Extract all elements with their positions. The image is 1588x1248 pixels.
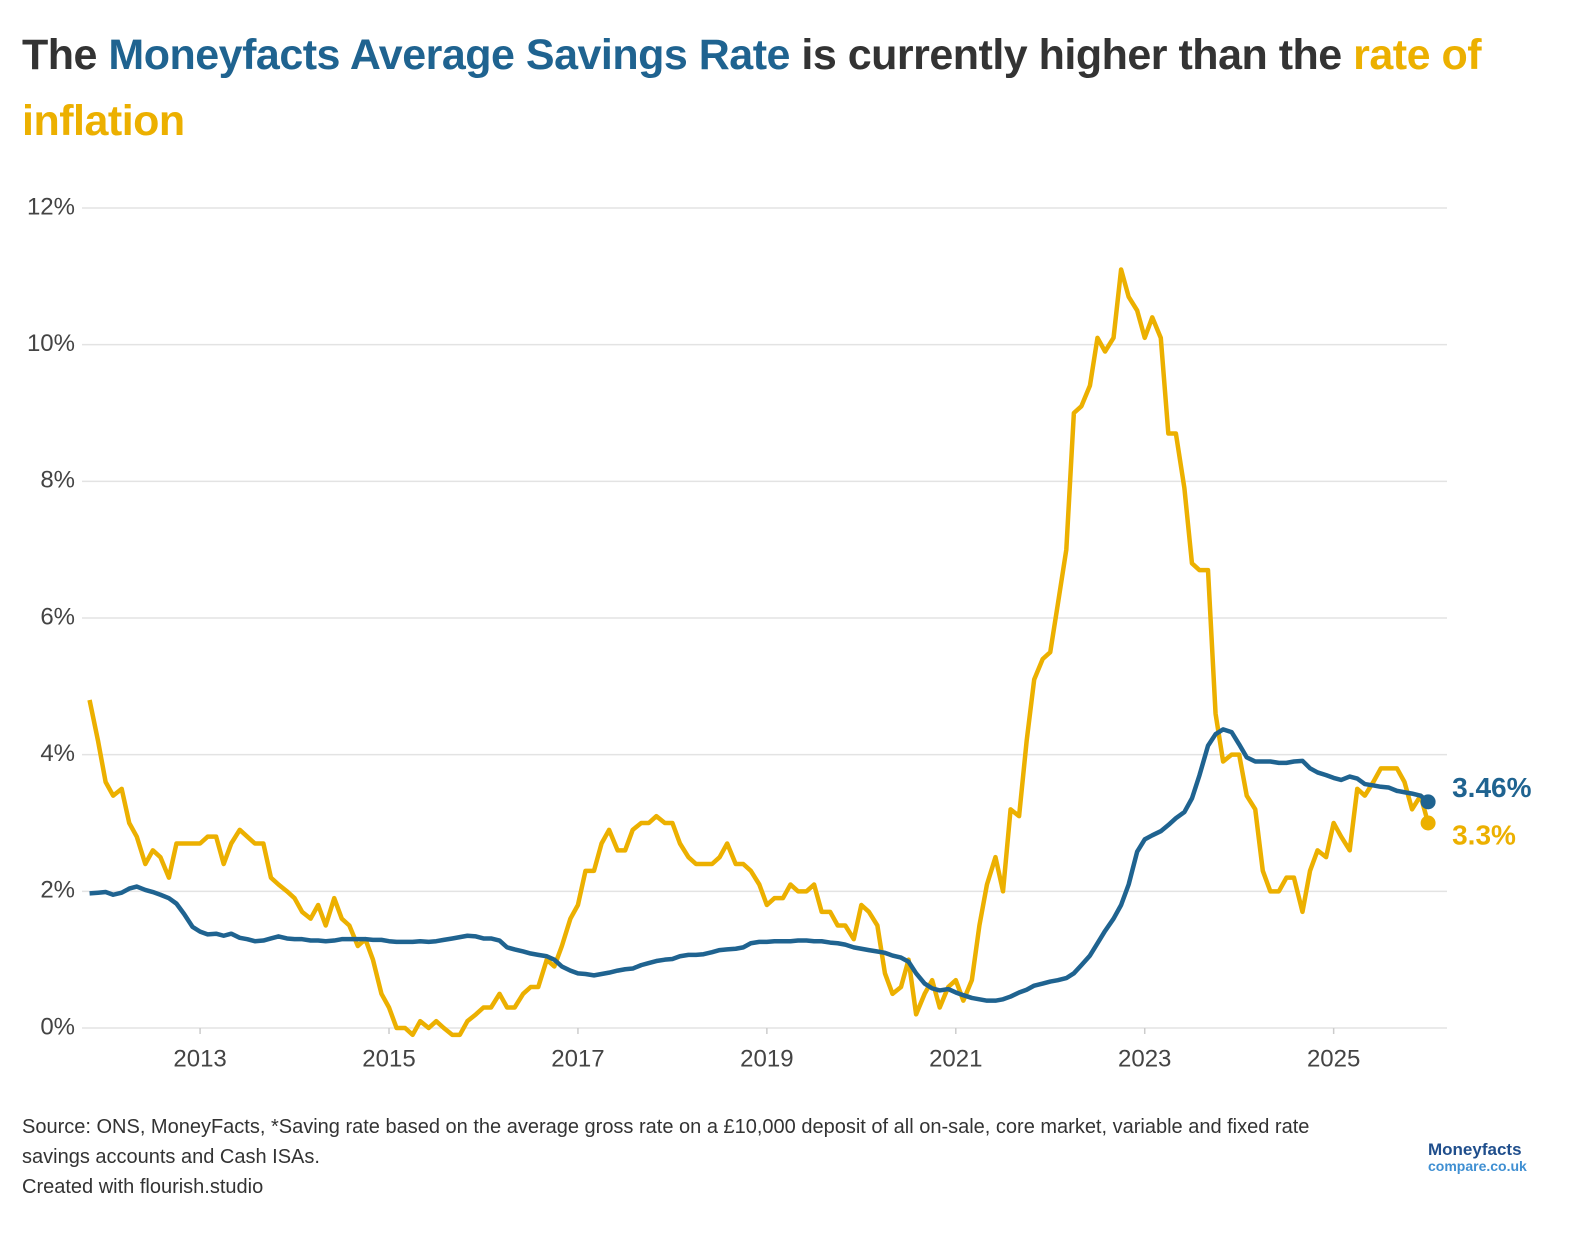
credit: Created with flourish.studio bbox=[22, 1176, 264, 1198]
y-tick-label: 0% bbox=[40, 1013, 75, 1040]
series-line bbox=[89, 727, 1430, 1003]
x-tick-label: 2019 bbox=[740, 1045, 793, 1072]
source: Source: ONS, MoneyFacts, *Saving rate ba… bbox=[22, 1116, 1310, 1168]
x-tick-label: 2021 bbox=[929, 1045, 982, 1072]
chart-title: The Moneyfacts Average Savings Rate is c… bbox=[22, 22, 1562, 154]
x-tick-label: 2023 bbox=[1118, 1045, 1171, 1072]
y-tick-label: 2% bbox=[40, 877, 75, 904]
title-segment: Moneyfacts Average Savings Rate bbox=[108, 31, 790, 79]
logo: Moneyfacts compare.co.uk bbox=[1428, 1140, 1527, 1174]
end-label: 3.46% bbox=[1452, 772, 1531, 803]
end-dot bbox=[1420, 815, 1436, 831]
y-tick-label: 8% bbox=[40, 467, 75, 494]
logo-text: Moneyfacts bbox=[1428, 1140, 1522, 1159]
y-tick-label: 6% bbox=[40, 603, 75, 630]
y-tick-label: 12% bbox=[27, 193, 75, 220]
x-tick-label: 2015 bbox=[362, 1045, 415, 1072]
y-tick-label: 4% bbox=[40, 740, 75, 767]
x-tick-label: 2025 bbox=[1307, 1045, 1360, 1072]
title-segment: rate of inflation bbox=[22, 31, 1482, 145]
y-tick-label: 10% bbox=[27, 330, 75, 357]
end-dot bbox=[1420, 794, 1436, 810]
x-tick-label: 2017 bbox=[551, 1045, 604, 1072]
title-segment: The bbox=[22, 31, 109, 79]
end-label: 3.3% bbox=[1452, 819, 1516, 850]
x-tick-label: 2013 bbox=[173, 1045, 226, 1072]
series-line bbox=[87, 267, 1431, 1038]
title-segment: is currently higher than the bbox=[789, 31, 1354, 79]
footer: Source: ONS, MoneyFacts, *Saving rate ba… bbox=[22, 1112, 1352, 1202]
logo-subtext: compare.co.uk bbox=[1428, 1158, 1527, 1174]
